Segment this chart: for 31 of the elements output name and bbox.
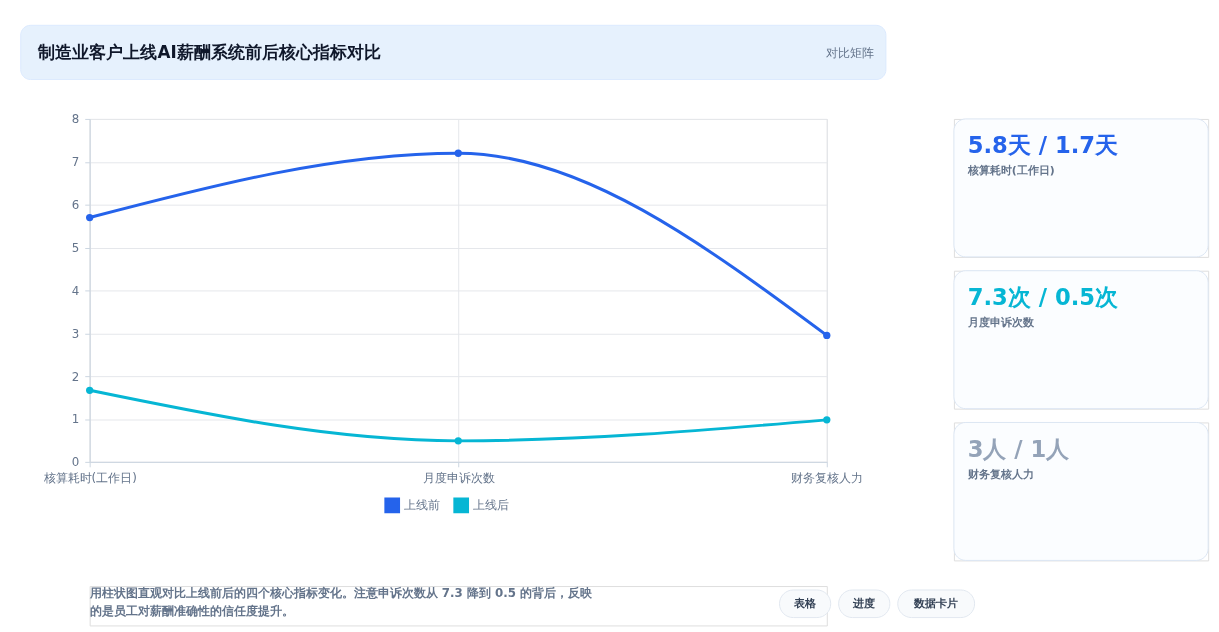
y-tick-label: 5 <box>71 240 80 255</box>
point <box>454 149 462 157</box>
text: 核算耗时(工作日) <box>966 164 1055 178</box>
legend-label: 上线前 <box>404 498 441 513</box>
chart-subtitle: 对比矩阵 <box>826 45 875 60</box>
text: 7.3次 / 0.5次 <box>967 284 1120 311</box>
point <box>86 386 94 394</box>
text: 进度 <box>852 596 876 610</box>
y-tick-label: 0 <box>71 455 80 470</box>
text: 月度申诉次数 <box>966 315 1035 329</box>
legend-label: 上线后 <box>473 498 510 513</box>
text: 表格 <box>793 596 818 610</box>
point <box>86 213 94 222</box>
y-tick-label: 4 <box>71 283 80 298</box>
x-tick-label: 核算耗时(工作日) <box>42 471 137 486</box>
y-tick-label: 2 <box>71 369 80 384</box>
text: 数据卡片 <box>913 596 959 610</box>
y-tick-label: 3 <box>71 326 80 341</box>
text: 用柱状图直观对比上线前后的四个核心指标变化。注意申诉次数从 7.3 降到 0.5 的背后，反映的是员工对薪酬准确性的信任度提升。 <box>88 585 593 618</box>
point <box>823 331 831 340</box>
x-tick-label: 财务复核人力 <box>791 471 864 486</box>
chart-title: 制造业客户上线AI薪酬系统前后核心指标对比 <box>37 41 381 62</box>
text: 5.8天 / 1.7天 <box>967 132 1119 159</box>
point <box>823 416 831 424</box>
y-tick-label: 1 <box>71 412 80 427</box>
y-tick-label: 6 <box>71 198 80 213</box>
text: 3人 / 1人 <box>967 435 1071 462</box>
y-tick-label: 8 <box>71 112 80 127</box>
point <box>454 437 462 445</box>
y-tick-label: 7 <box>71 155 80 170</box>
x-tick-label: 月度申诉次数 <box>422 471 495 486</box>
